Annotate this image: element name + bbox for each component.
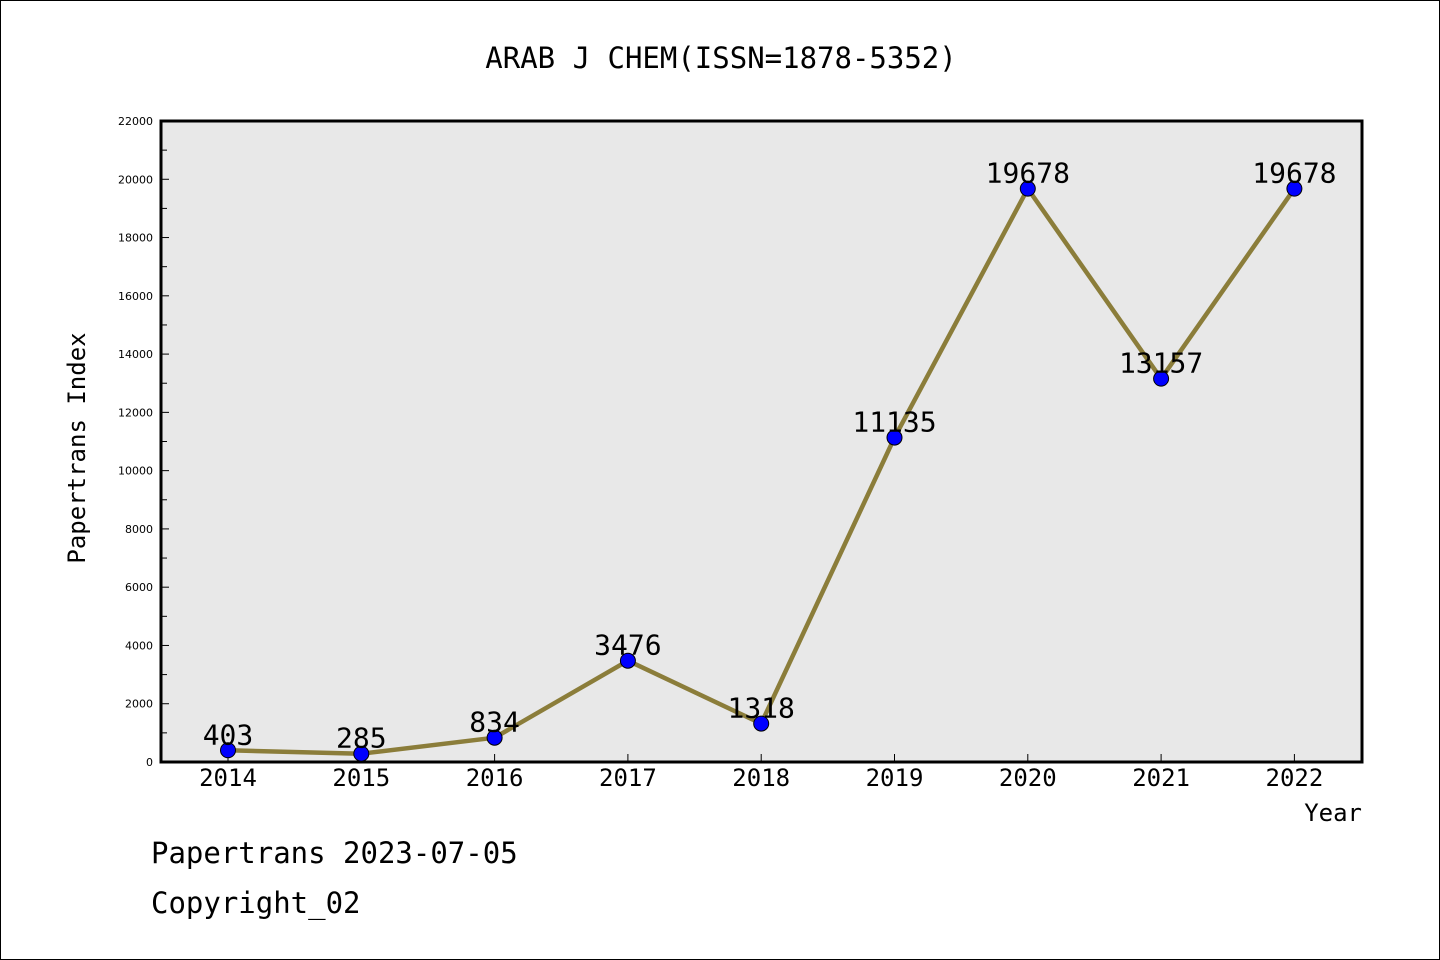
series-group: 403 285 834 3476 1318 11135 19678 13157 19678 [203, 157, 1337, 762]
x-tick-label: 2022 [1266, 764, 1324, 792]
x-tick-label: 2018 [732, 764, 790, 792]
data-label: 11135 [852, 406, 936, 439]
footer-copyright: Copyright_02 [151, 886, 361, 920]
data-label: 834 [469, 706, 520, 739]
data-label: 3476 [594, 629, 661, 662]
y-tick-label: 2000 [125, 698, 153, 711]
data-label: 403 [203, 718, 254, 751]
x-axis-label: Year [1304, 799, 1362, 827]
y-tick-label: 10000 [118, 465, 153, 478]
data-point [353, 745, 370, 762]
y-tick-label: 16000 [118, 290, 153, 303]
y-tick-label: 0 [146, 756, 153, 769]
x-tick-label: 2017 [599, 764, 657, 792]
data-point [220, 742, 236, 759]
data-label: 285 [336, 722, 387, 755]
y-tick-label: 12000 [118, 406, 153, 419]
footer-date: Papertrans 2023-07-05 [151, 836, 518, 870]
x-tick-label: 2014 [199, 764, 257, 792]
x-tick-label: 2021 [1132, 764, 1190, 792]
data-label: 19678 [1252, 157, 1336, 190]
data-point [1286, 180, 1303, 197]
data-label: 19678 [986, 157, 1070, 190]
y-tick-label: 4000 [125, 639, 153, 652]
data-label: 13157 [1119, 347, 1203, 380]
y-tick-label: 18000 [118, 232, 153, 245]
x-tick-label: 2020 [999, 764, 1057, 792]
y-tick-label: 6000 [125, 581, 153, 594]
data-point [486, 729, 503, 746]
x-tick-label: 2016 [466, 764, 524, 792]
data-point [1019, 180, 1036, 197]
data-label: 1318 [727, 692, 794, 725]
data-point [886, 429, 903, 446]
y-tick-label: 8000 [125, 523, 153, 536]
y-axis-label: Papertrans Index [63, 332, 91, 563]
x-tick-label: 2015 [332, 764, 390, 792]
data-point [753, 715, 770, 732]
chart-title: ARAB J CHEM(ISSN=1878-5352) [485, 41, 956, 75]
y-tick-label: 14000 [118, 348, 153, 361]
data-point [619, 652, 636, 669]
x-axis: 2014 2015 2016 2017 2018 2019 2020 2021 2022 [199, 754, 1323, 792]
data-point [1153, 370, 1170, 387]
y-tick-label: 22000 [118, 115, 153, 128]
y-tick-label: 20000 [118, 173, 153, 186]
y-axis: 0 2000 4000 6000 8000 10000 12000 14000 16000 180… [118, 115, 169, 769]
x-tick-label: 2019 [866, 764, 924, 792]
plot-area [159, 119, 1364, 764]
